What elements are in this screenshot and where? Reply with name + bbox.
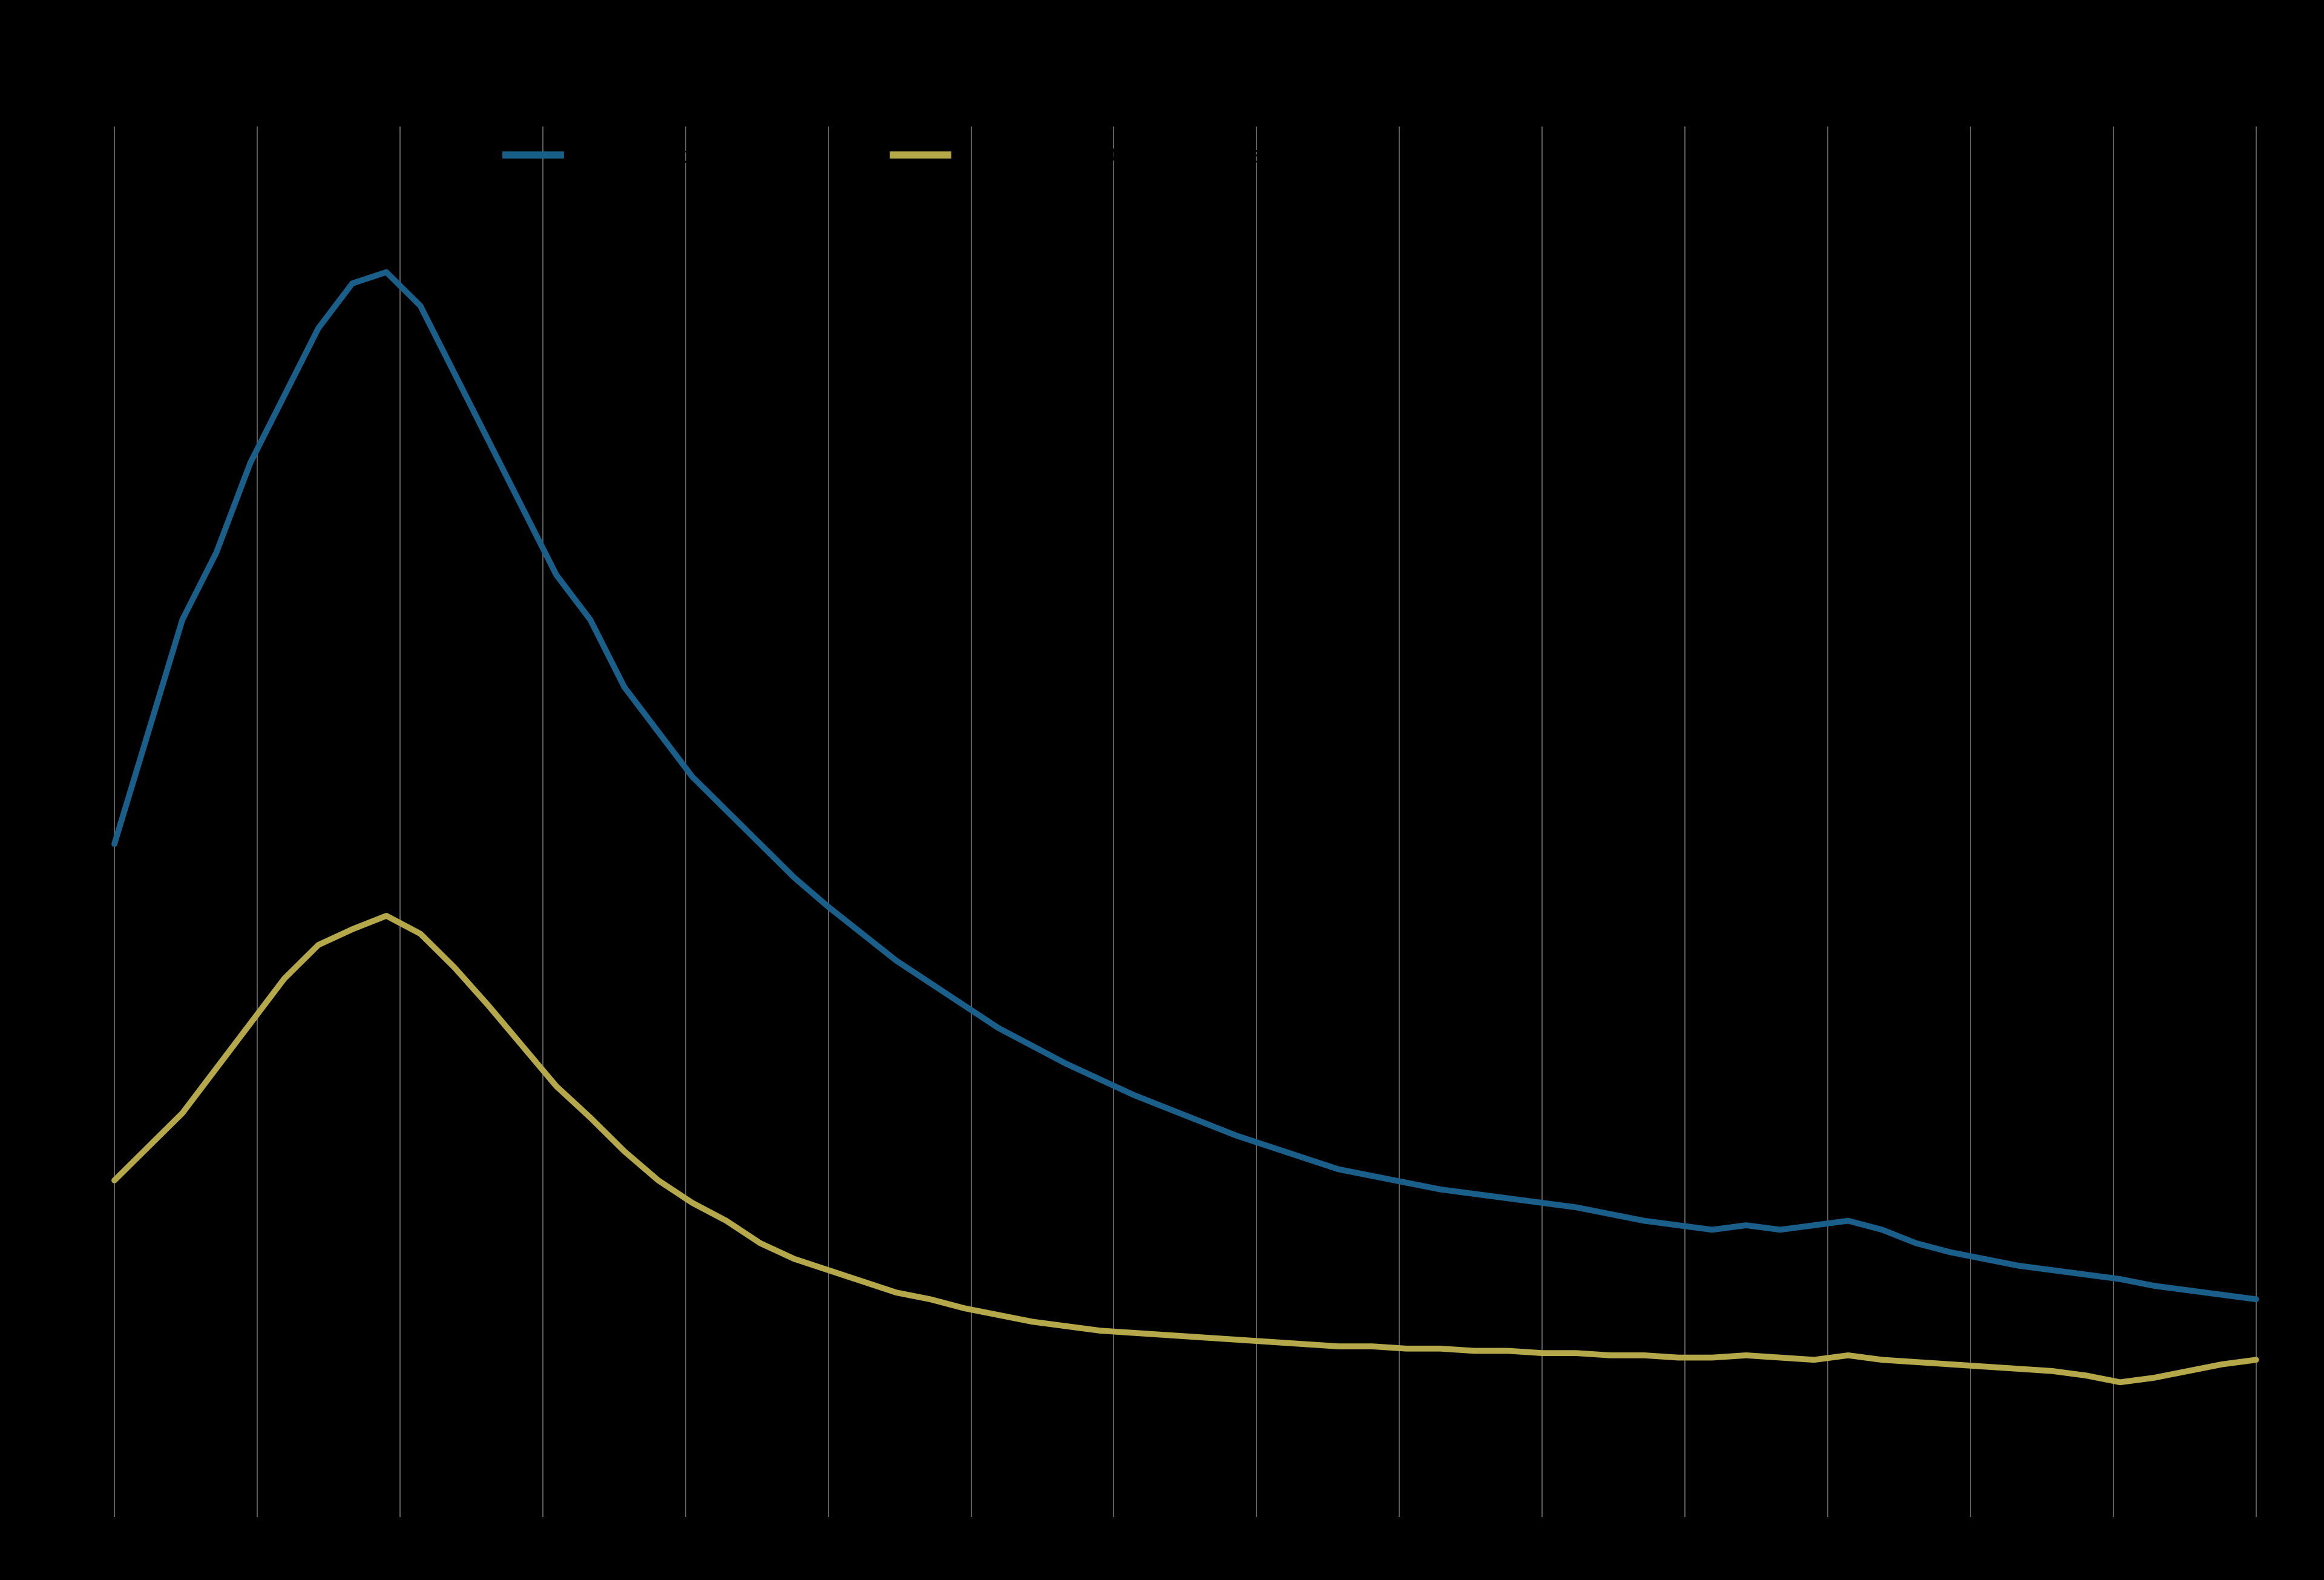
Legend: Noncurrent Loan Rate, Quarterly Net Charge-Off Rate: Noncurrent Loan Rate, Quarterly Net Char…	[497, 137, 1294, 175]
